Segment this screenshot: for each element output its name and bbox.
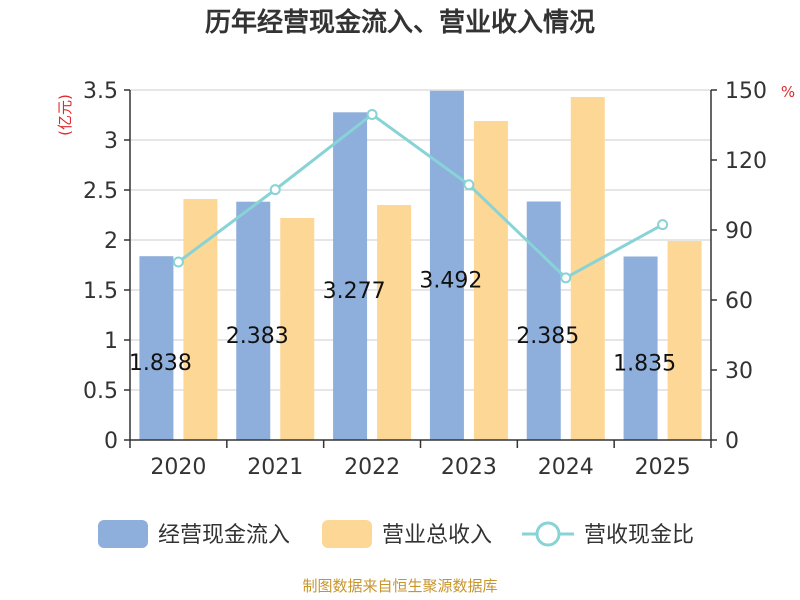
data-label-cash-inflow: 1.838 [129, 351, 192, 376]
ratio-point [269, 184, 281, 196]
bar-revenue [473, 121, 508, 440]
source-note: 制图数据来自恒生聚源数据库 [302, 577, 497, 595]
ratio-series-line [177, 112, 664, 280]
x-tick-label: 2022 [344, 455, 400, 480]
bar-cash-inflow [429, 90, 464, 441]
bar-cash-inflow [139, 256, 174, 440]
legend-label-ratio: 营收现金比 [584, 523, 694, 548]
x-tick-label: 2020 [150, 455, 206, 480]
legend: 经营现金流入 营业总收入 营收现金比 [98, 520, 694, 548]
chart-title: 历年经营现金流入、营业收入情况 [205, 7, 595, 38]
left-tick-label: 1 [104, 329, 118, 354]
data-label-cash-inflow: 1.835 [613, 351, 676, 376]
left-tick-label: 3 [104, 129, 118, 154]
data-labels: 1.838 2.383 3.277 3.492 2.385 1.835 [129, 268, 676, 376]
bar-revenue [280, 218, 315, 440]
bar-cash-inflow [333, 112, 368, 441]
x-tick-label: 2023 [441, 455, 497, 480]
legend-label-revenue: 营业总收入 [382, 523, 492, 548]
right-tick-label: 30 [725, 359, 753, 384]
bar-revenue [183, 199, 218, 440]
left-tick-label: 2.5 [83, 179, 118, 204]
left-tick-label: 1.5 [83, 279, 118, 304]
right-tick-label: 60 [725, 289, 753, 314]
data-label-cash-inflow: 2.385 [516, 324, 579, 349]
left-tick-label: 0.5 [83, 379, 118, 404]
ratio-point [172, 256, 184, 268]
x-tick-label: 2024 [538, 455, 594, 480]
left-axis-unit: (亿元) [56, 94, 74, 136]
legend-marker-ratio [535, 521, 561, 547]
bars [139, 90, 702, 441]
bar-cash-inflow [623, 256, 658, 440]
left-tick-label: 3.5 [83, 79, 118, 104]
bar-revenue [377, 205, 412, 440]
right-axis-unit: % [781, 83, 795, 101]
right-tick-label: 150 [725, 79, 767, 104]
right-tick-label: 120 [725, 149, 767, 174]
legend-label-cash-inflow: 经营现金流入 [158, 523, 290, 548]
x-tick-label: 2025 [635, 455, 691, 480]
legend-swatch-revenue [322, 520, 372, 548]
grid-lines [130, 89, 711, 391]
ratio-point [366, 109, 378, 120]
ratio-line [172, 109, 669, 284]
ratio-point [657, 219, 669, 231]
right-tick-label: 0 [725, 429, 739, 454]
axes: 0 0.5 1 1.5 2 2.5 3 3.5 0 30 60 90 120 150 2020 2021 202… [83, 79, 767, 480]
bar-revenue [570, 97, 605, 440]
ratio-point [463, 179, 475, 191]
data-label-cash-inflow: 3.277 [323, 279, 386, 304]
left-tick-label: 2 [104, 229, 118, 254]
bar-cash-inflow [236, 201, 271, 440]
bar-cash-inflow [526, 201, 561, 440]
right-tick-label: 90 [725, 219, 753, 244]
left-tick-label: 0 [104, 429, 118, 454]
data-label-cash-inflow: 3.492 [419, 268, 482, 293]
x-tick-label: 2021 [247, 455, 303, 480]
data-label-cash-inflow: 2.383 [226, 324, 289, 349]
legend-swatch-cash-inflow [98, 520, 148, 548]
ratio-point [560, 272, 572, 284]
bar-revenue [667, 241, 702, 440]
